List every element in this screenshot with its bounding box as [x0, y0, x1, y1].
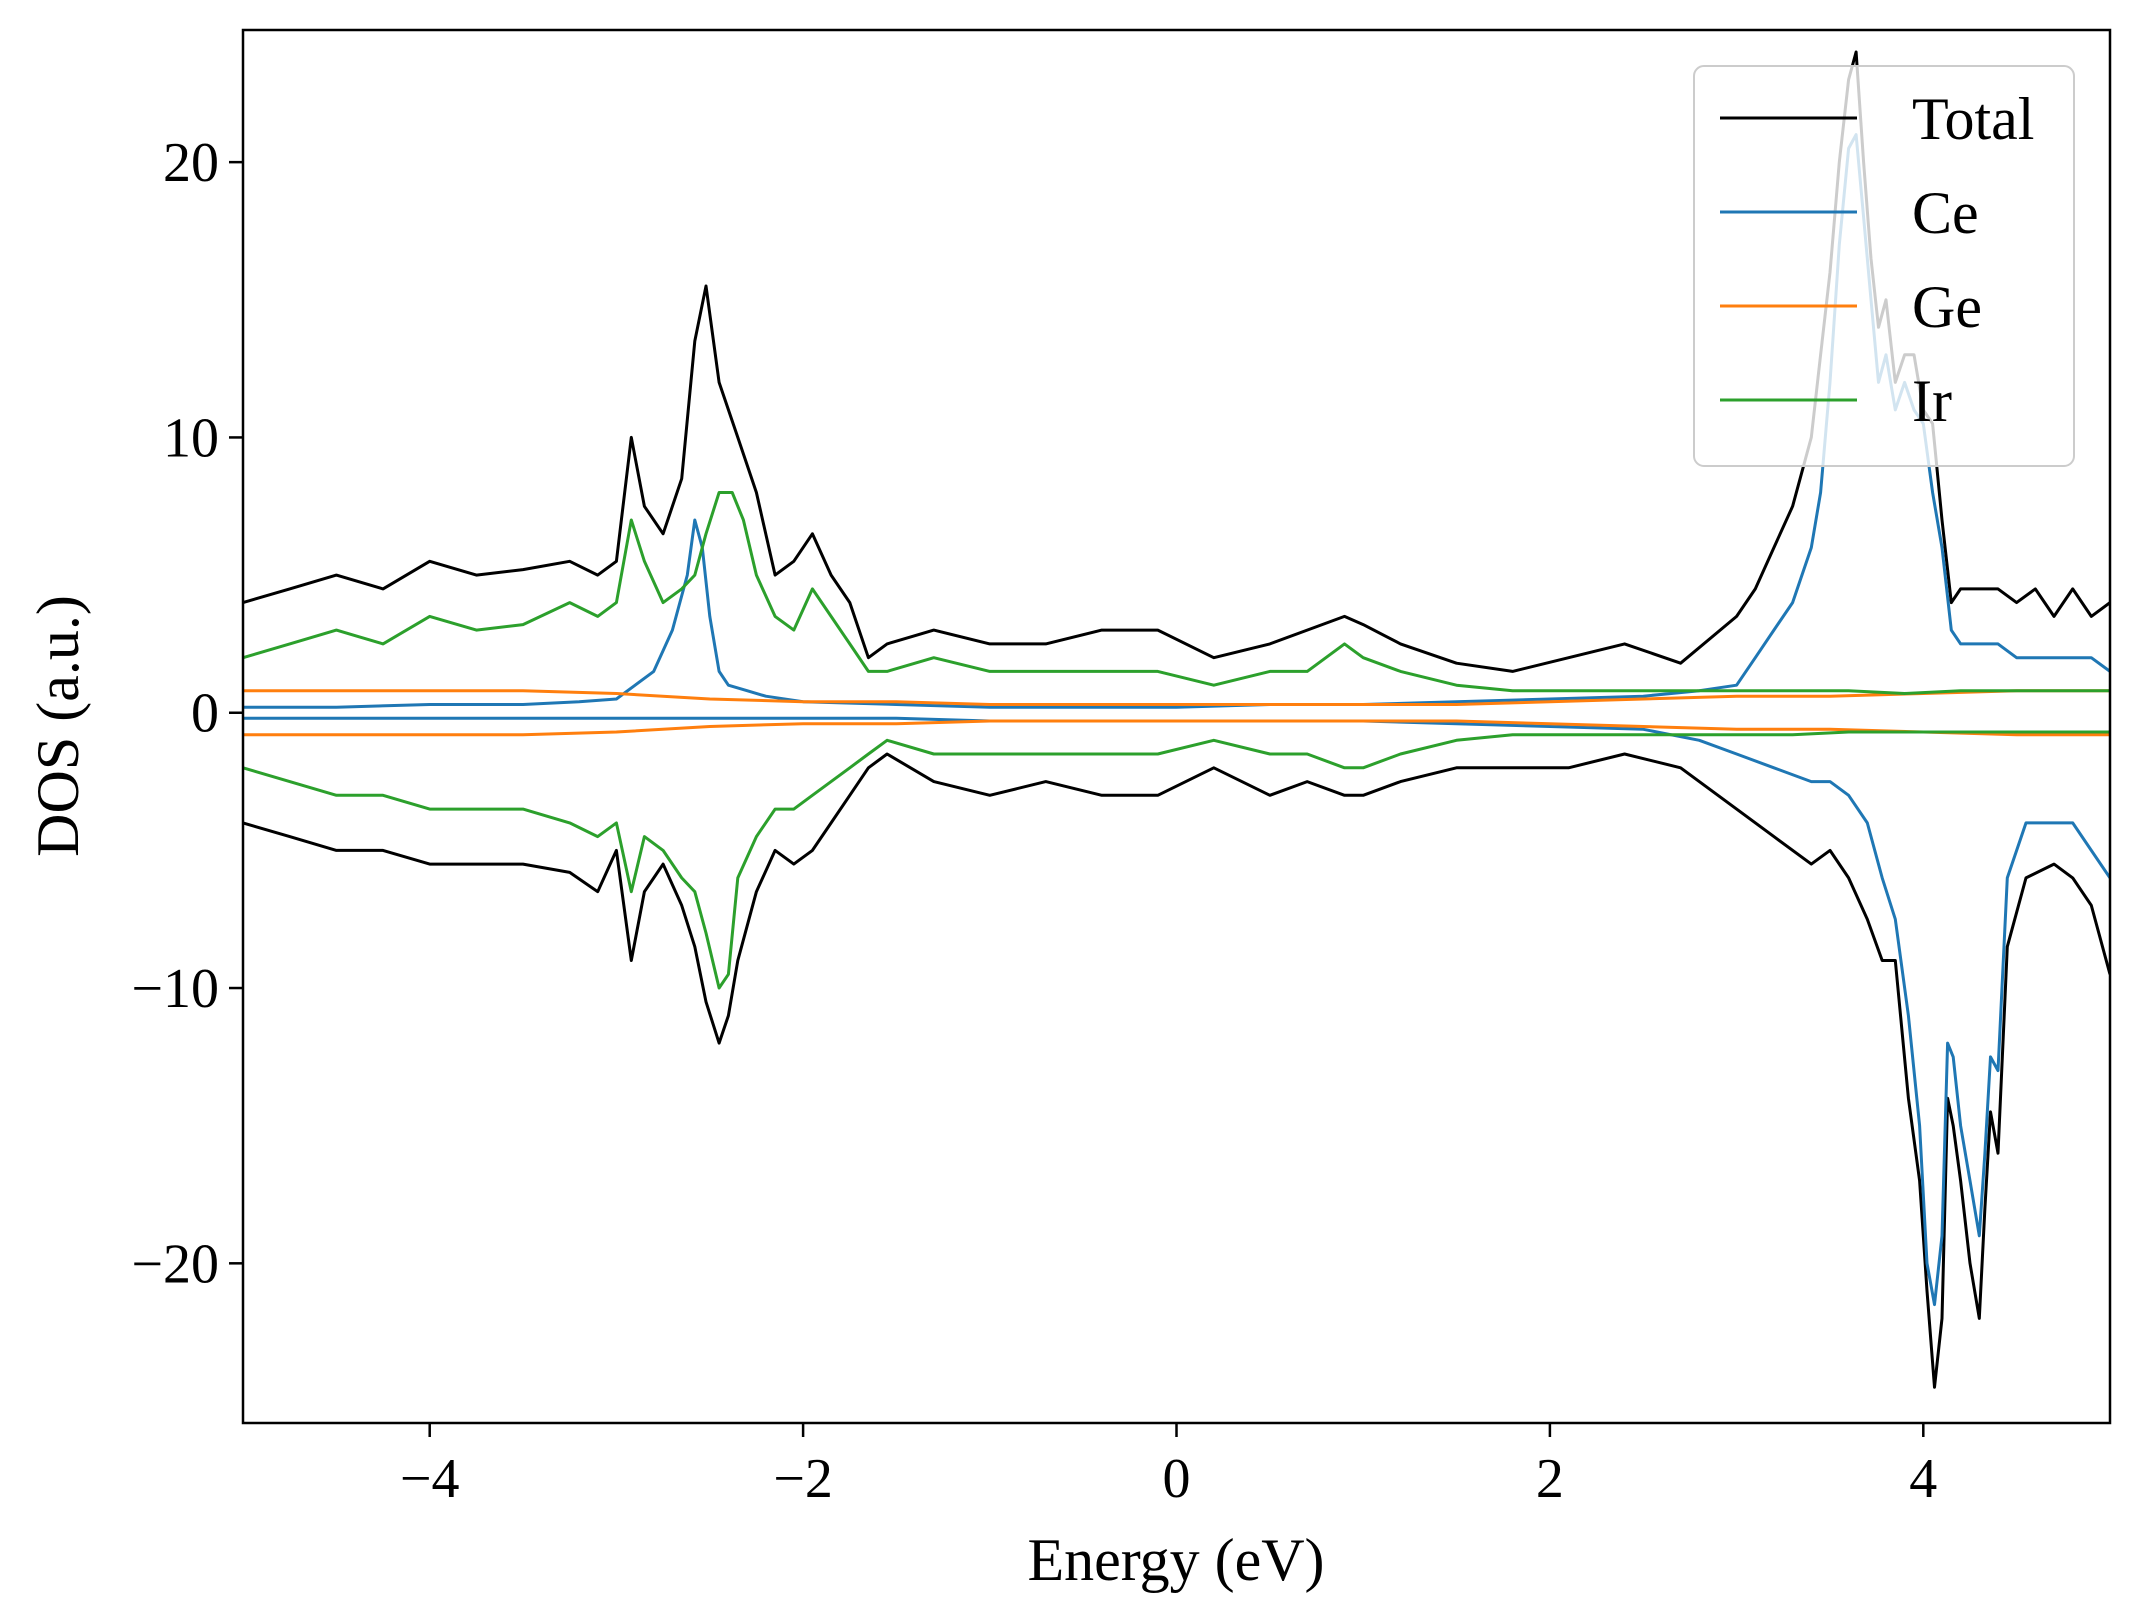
series-line-ir-7	[243, 730, 2110, 990]
y-tick-label: 20	[163, 132, 219, 194]
series-line-ir-6	[243, 491, 2110, 695]
legend: Total Ce Ge Ir	[1693, 65, 2075, 467]
y-tick-label: −10	[131, 958, 219, 1020]
x-tick-label: −2	[773, 1448, 833, 1510]
y-tick-label: 0	[191, 683, 219, 745]
x-tick-label: 0	[1163, 1448, 1191, 1510]
x-axis: −4 −2 0 2 4	[400, 1423, 1937, 1510]
legend-box	[1693, 65, 2075, 467]
legend-label-ce: Ce	[1912, 180, 1979, 246]
y-axis: −20 −10 0 10 20	[131, 132, 243, 1295]
series-line-ce-3	[243, 716, 2110, 1307]
series-line-ge-4	[243, 689, 2110, 706]
y-tick-label: −20	[131, 1233, 219, 1295]
legend-label-ge: Ge	[1912, 274, 1982, 340]
x-axis-label: Energy (eV)	[1027, 1527, 1324, 1593]
legend-label-ir: Ir	[1912, 368, 1952, 434]
y-axis-label: DOS (a.u.)	[25, 595, 91, 857]
x-tick-label: 2	[1536, 1448, 1564, 1510]
series-line-total-1	[243, 752, 2110, 1389]
series-line-ge-5	[243, 719, 2110, 737]
x-tick-label: −4	[400, 1448, 460, 1510]
y-tick-label: 10	[163, 407, 219, 469]
legend-label-total: Total	[1912, 86, 2034, 152]
series-line-ce-2	[243, 133, 2110, 709]
x-tick-label: 4	[1909, 1448, 1937, 1510]
